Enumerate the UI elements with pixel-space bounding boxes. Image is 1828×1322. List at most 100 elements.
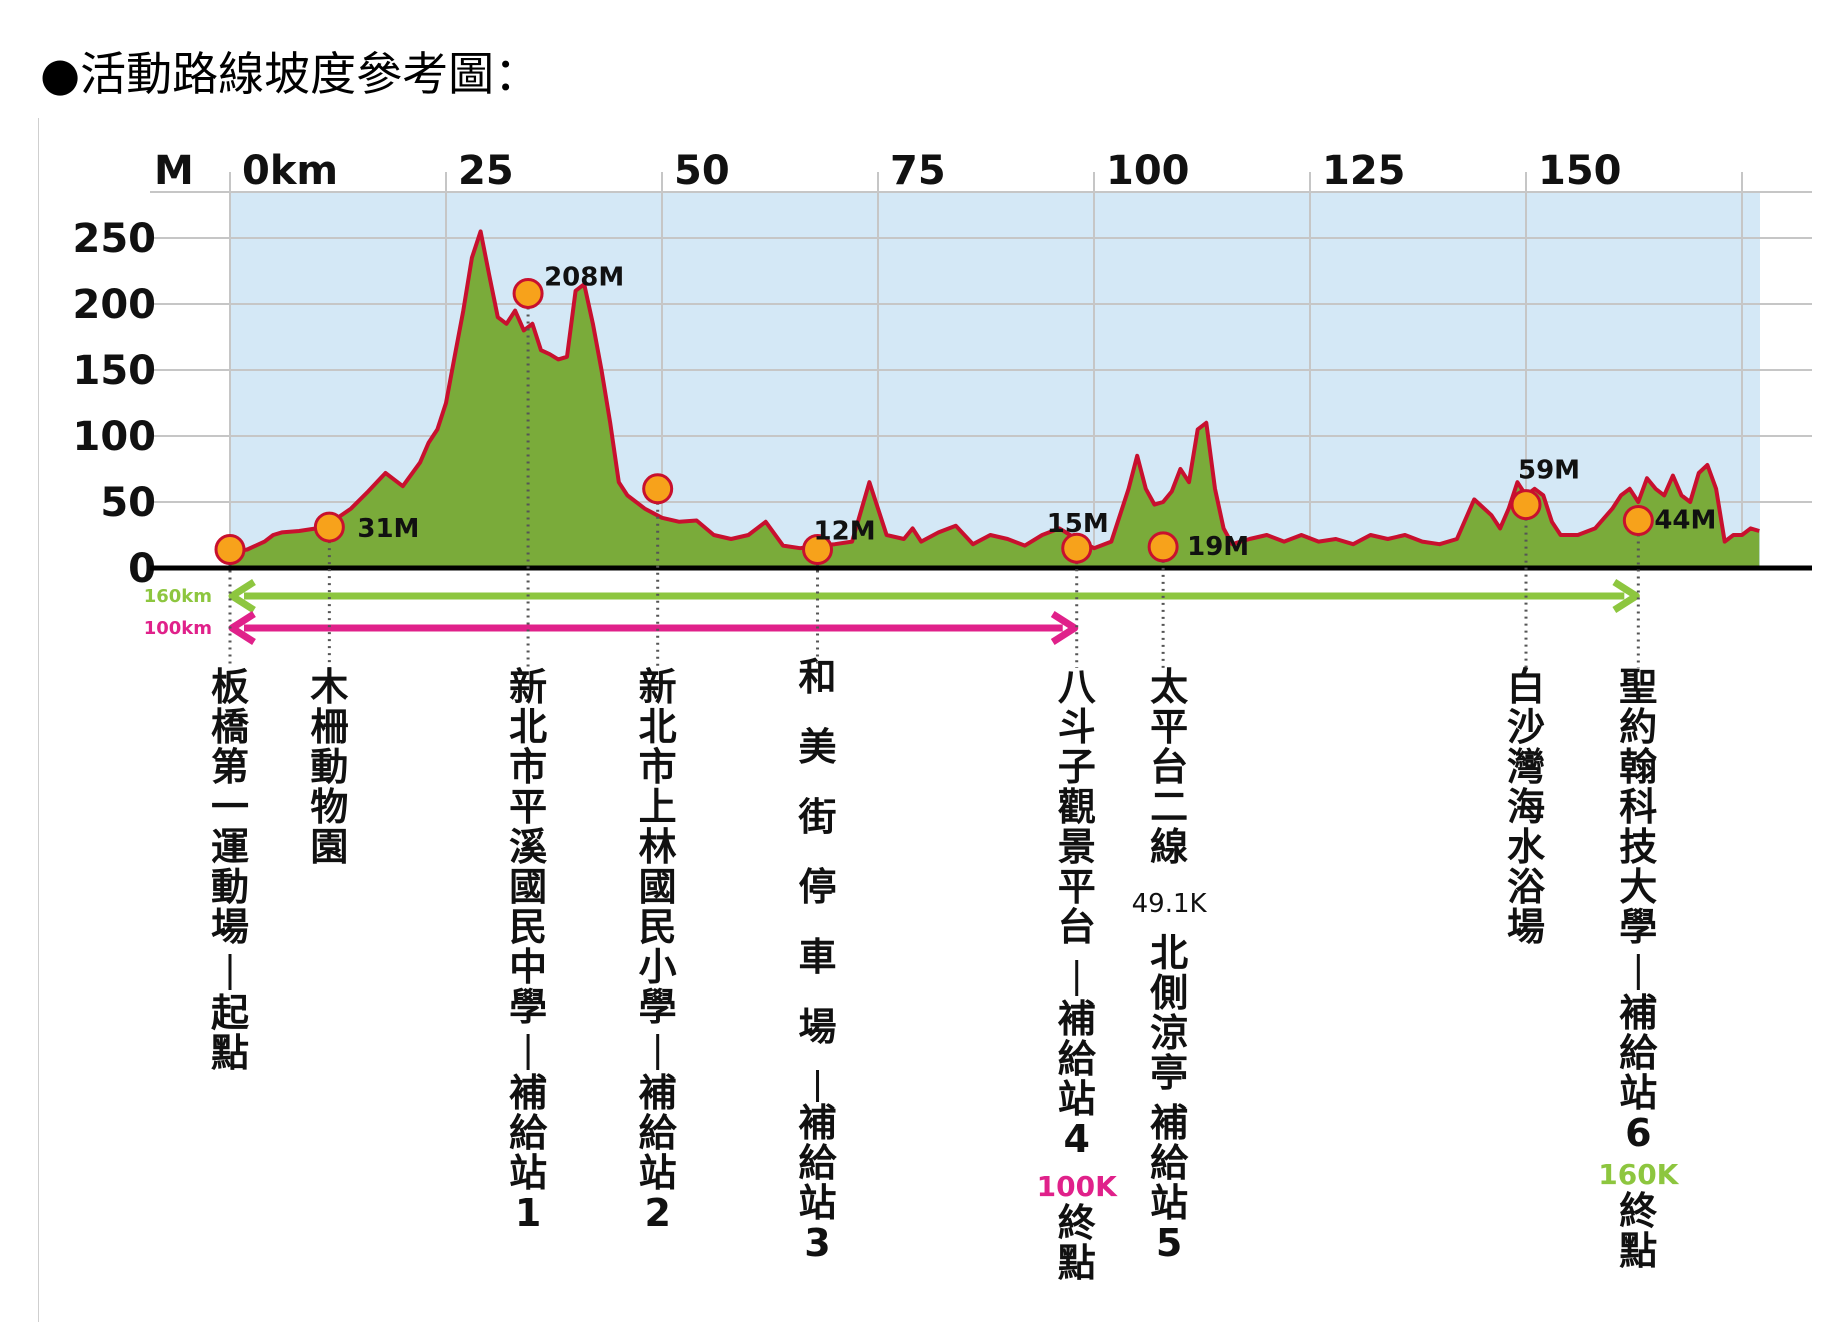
station-name: 灣 [1507, 745, 1545, 789]
page-title: ●活動路線坡度參考圖： [40, 47, 541, 101]
station-name: 林 [639, 825, 677, 869]
station-name: 平 [1150, 705, 1188, 749]
elevation-label: 12M [814, 517, 876, 547]
station-suffix: 站 [1150, 1181, 1188, 1225]
station-suffix: 補 [639, 1071, 677, 1115]
station-name: 白 [1507, 665, 1545, 709]
station-name: 動 [211, 865, 249, 909]
end-100k-label: 100K [1037, 1170, 1118, 1203]
station-marker [512, 277, 544, 309]
elevation-label: 31M [357, 514, 419, 544]
station-name: 北 [639, 705, 677, 749]
station-name: 約 [1619, 705, 1657, 749]
station-name: 場 [799, 1005, 837, 1049]
station-name: 浴 [1507, 865, 1546, 909]
station-name: 太 [1150, 665, 1188, 709]
station-name: 新 [639, 665, 677, 709]
station-name: 子 [1058, 745, 1096, 789]
station-name: 柵 [310, 705, 348, 749]
station-suffix: 站 [639, 1151, 677, 1195]
station-name: 木 [310, 665, 348, 709]
x-tick-label: 50 [674, 148, 730, 194]
station-name: 斗 [1058, 705, 1096, 749]
kilometre-note-sub: 北 [1150, 931, 1188, 975]
station-name: 平 [509, 785, 547, 829]
station-suffix: 6 [1625, 1111, 1651, 1155]
elevation-label: 208M [544, 262, 624, 292]
station-name: 聖 [1619, 665, 1657, 709]
route-name-label: 100km [144, 618, 212, 639]
x-tick-label: 0km [242, 148, 338, 194]
elevation-label: 19M [1187, 532, 1249, 562]
station-name: 和 [799, 655, 837, 699]
station-suffix: 補 [1619, 991, 1657, 1035]
station-name: 海 [1507, 785, 1545, 829]
station-name: 二 [1150, 785, 1188, 829]
station-suffix: 4 [1063, 1117, 1089, 1161]
station-name: 觀 [1058, 785, 1096, 829]
station-name: 民 [639, 905, 677, 949]
station-marker [313, 511, 345, 543]
end-160k-label: 160K [1598, 1158, 1679, 1191]
station-name: 停 [799, 865, 837, 909]
station-suffix: 補 [799, 1101, 837, 1145]
station-name: 中 [509, 945, 547, 989]
station-name: 園 [310, 825, 348, 869]
station-marker [1510, 489, 1542, 521]
station-name: 民 [509, 905, 547, 949]
station-marker [802, 534, 834, 566]
station-name: 國 [639, 865, 677, 909]
station-name: 大 [1619, 865, 1657, 909]
station-suffix: 給 [1150, 1141, 1189, 1185]
station-name: 橋 [211, 705, 249, 749]
y-tick-label: 100 [73, 414, 157, 460]
station-name: 學 [509, 985, 547, 1029]
y-tick-label: 250 [73, 216, 157, 262]
kilometre-note: 49.1K [1132, 889, 1208, 919]
station-name: 板 [211, 665, 249, 709]
station-name: 新 [509, 665, 547, 709]
route-arrow-left [228, 579, 256, 613]
elevation-line [229, 229, 1760, 555]
station-name: 景 [1058, 825, 1096, 869]
y-axis-unit-label: M [154, 148, 194, 194]
station-suffix: 站 [509, 1151, 547, 1195]
route-arrow-left [228, 611, 256, 645]
station-name: 市 [639, 745, 677, 789]
station-name: 一 [211, 785, 249, 829]
station-name: 第 [211, 745, 249, 789]
station-marker [1147, 531, 1179, 563]
route-arrow-right [1612, 579, 1640, 613]
station-name: 美 [799, 725, 837, 769]
station-name: 線 [1150, 825, 1188, 869]
station-name: 動 [310, 745, 348, 789]
x-tick-label: 25 [458, 148, 514, 194]
station-suffix: 給 [1619, 1031, 1658, 1075]
station-marker [1061, 532, 1093, 564]
station-name: 科 [1619, 785, 1657, 829]
elevation-label: 59M [1518, 456, 1580, 486]
station-name: 學 [1619, 905, 1657, 949]
elevation-area [230, 231, 1760, 568]
station-name: 車 [799, 935, 837, 979]
end-100k-text: 終 [1058, 1201, 1096, 1245]
station-name: 上 [639, 785, 677, 829]
x-tick-label: 100 [1106, 148, 1190, 194]
station-name: 小 [639, 945, 677, 989]
station-name: 運 [211, 825, 249, 869]
station-suffix: 2 [644, 1191, 670, 1235]
end-160k-text: 點 [1619, 1229, 1657, 1273]
station-name: 物 [310, 785, 348, 829]
y-tick-label: 150 [73, 348, 157, 394]
station-name: 場 [211, 905, 249, 949]
station-marker [642, 473, 674, 505]
station-suffix: 給 [799, 1141, 838, 1185]
station-marker [1622, 504, 1654, 536]
station-name: 水 [1507, 825, 1546, 869]
station-suffix: 1 [515, 1191, 541, 1235]
kilometre-note-sub: 側 [1149, 971, 1188, 1015]
elevation-label: 15M [1047, 509, 1109, 539]
left-edge-line [38, 118, 39, 1322]
end-160k-text: 終 [1619, 1189, 1657, 1233]
station-name: 學 [639, 985, 677, 1029]
